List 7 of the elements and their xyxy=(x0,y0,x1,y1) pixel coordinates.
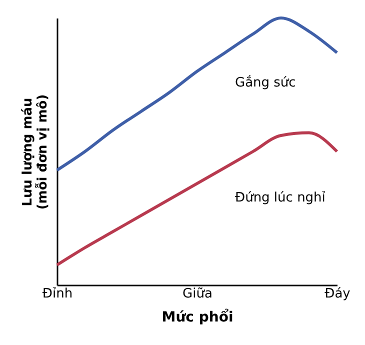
x-tick-label: Đáy xyxy=(324,286,351,302)
series-label: Gắng sức xyxy=(235,74,296,91)
x-tick-label: Giữa xyxy=(182,286,212,302)
series-label: Đứng lúc nghỉ xyxy=(235,190,326,206)
x-axis-title: Mức phổi xyxy=(162,308,234,326)
y-axis-title: Lưu lượng máu (mỗi đơn vị mô) xyxy=(20,94,50,210)
x-tick-label: Đỉnh xyxy=(42,286,73,302)
